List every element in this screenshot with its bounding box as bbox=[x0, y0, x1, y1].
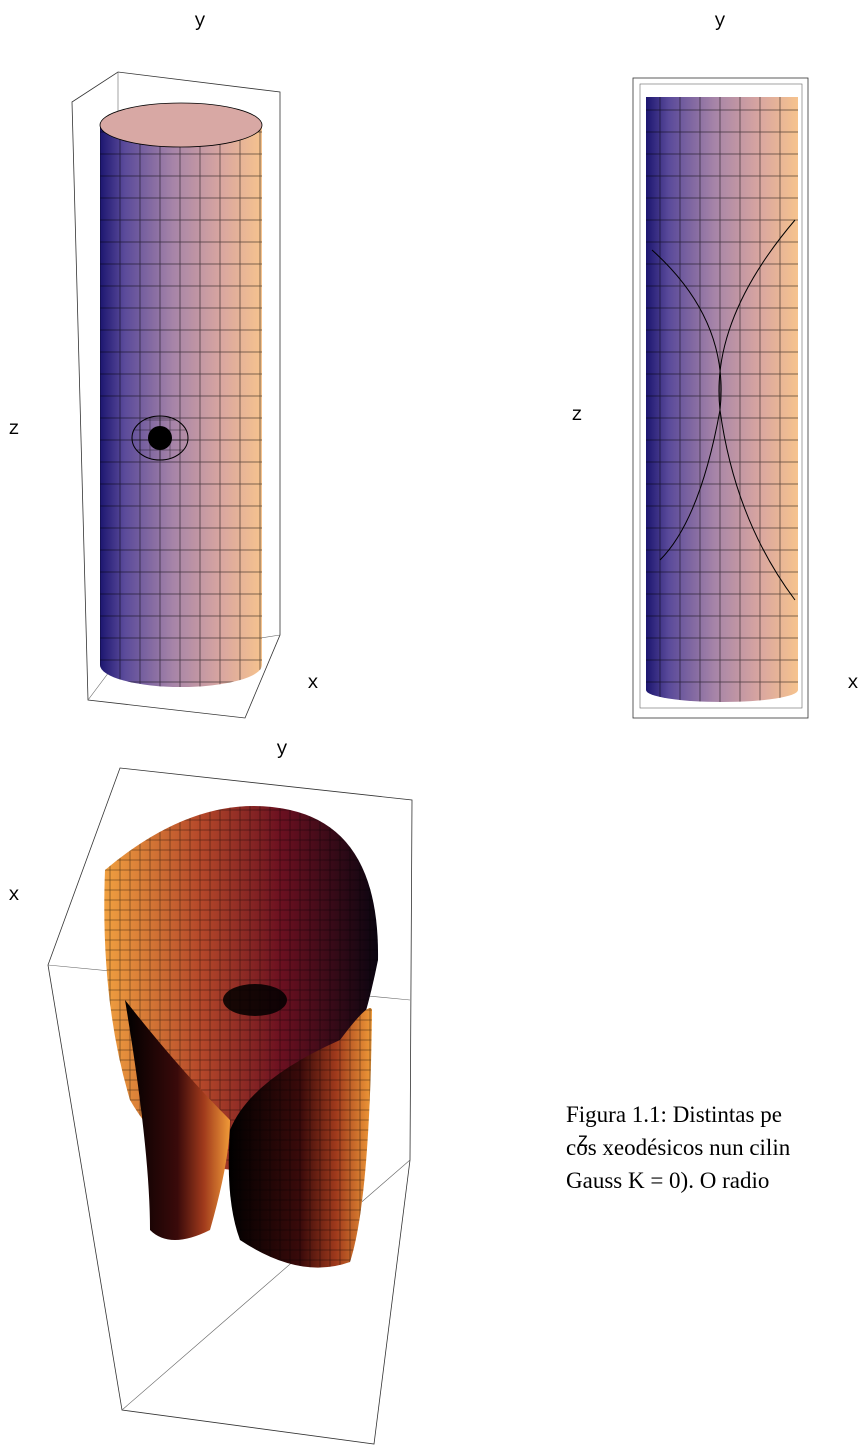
figure: y z x y z x y x z Figura 1.1: Distintas … bbox=[0, 0, 863, 1446]
axis-label: x bbox=[307, 672, 318, 694]
geodesic-center bbox=[223, 984, 287, 1016]
caption-line: cos xeodésicos nun cilin bbox=[566, 1135, 791, 1160]
cylinder-top bbox=[100, 103, 262, 147]
axis-label: x bbox=[8, 884, 19, 906]
cylinder-grid bbox=[100, 125, 262, 687]
axis-label: z bbox=[8, 418, 19, 440]
axis-label: z bbox=[571, 404, 582, 426]
axis-label: y bbox=[714, 10, 725, 32]
axis-label: y bbox=[276, 738, 287, 760]
panel-1: y z x bbox=[8, 10, 318, 718]
panel-2: y z x bbox=[571, 10, 858, 718]
cylinder-grid bbox=[646, 97, 798, 702]
axis-label: y bbox=[194, 10, 205, 32]
geodesic-center bbox=[148, 426, 172, 450]
caption-line: Figura 1.1: Distintas pe bbox=[566, 1102, 782, 1127]
caption: Figura 1.1: Distintas pe cos xeodésicos … bbox=[566, 1102, 791, 1193]
axis-label: x bbox=[847, 672, 858, 694]
panel-3: y x z bbox=[8, 738, 588, 1444]
caption-line: Gauss K = 0). O radio bbox=[566, 1168, 769, 1193]
